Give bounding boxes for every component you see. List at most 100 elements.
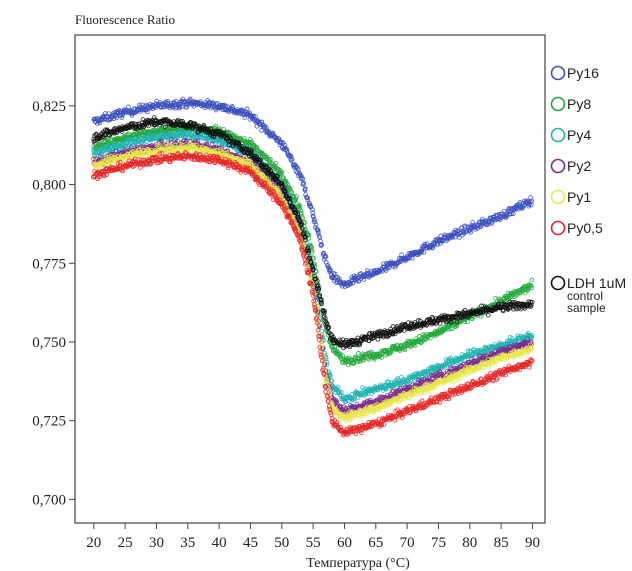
data-point xyxy=(378,423,384,428)
data-point xyxy=(241,136,247,141)
series-0 xyxy=(91,96,535,289)
data-point xyxy=(528,340,534,345)
data-point xyxy=(456,376,462,382)
data-point xyxy=(409,255,415,261)
data-point xyxy=(316,231,321,237)
data-point xyxy=(259,128,264,133)
data-point xyxy=(120,168,126,174)
data-point xyxy=(462,224,468,230)
data-point xyxy=(126,104,131,110)
data-point xyxy=(291,215,297,220)
data-point xyxy=(361,277,367,282)
data-point xyxy=(91,139,97,144)
data-point xyxy=(457,235,462,240)
data-point xyxy=(323,385,328,390)
data-point xyxy=(310,207,315,213)
data-point xyxy=(529,285,535,291)
data-point xyxy=(381,422,387,427)
data-point xyxy=(145,147,151,153)
data-point xyxy=(321,372,327,377)
data-point xyxy=(273,160,279,166)
data-point xyxy=(317,344,323,350)
data-point xyxy=(337,389,342,395)
data-point xyxy=(494,375,500,381)
data-point xyxy=(316,233,322,239)
data-point xyxy=(460,369,466,375)
data-point xyxy=(359,430,364,436)
data-point xyxy=(302,261,308,267)
data-point xyxy=(165,98,171,104)
data-point xyxy=(394,414,399,419)
data-point xyxy=(270,188,276,194)
data-point xyxy=(325,398,331,404)
data-point xyxy=(204,104,210,109)
data-point xyxy=(253,114,258,119)
data-point xyxy=(301,181,306,187)
data-point xyxy=(399,252,404,258)
data-point xyxy=(289,219,295,224)
data-point xyxy=(113,148,119,154)
data-point xyxy=(289,156,295,162)
data-point xyxy=(327,407,333,413)
data-point xyxy=(468,229,474,235)
data-point xyxy=(445,327,451,332)
data-point xyxy=(446,396,452,402)
data-point xyxy=(514,366,520,372)
data-point xyxy=(334,399,340,405)
data-point xyxy=(323,254,329,259)
data-point xyxy=(388,350,394,355)
data-point xyxy=(510,211,516,217)
data-point xyxy=(349,392,355,397)
data-point xyxy=(195,138,201,144)
data-point xyxy=(518,353,524,359)
data-point xyxy=(450,379,456,385)
data-point xyxy=(328,267,333,273)
data-point xyxy=(310,293,316,298)
data-point xyxy=(314,320,320,326)
data-point xyxy=(310,210,316,215)
data-point xyxy=(288,188,293,194)
data-point xyxy=(308,280,314,286)
data-point xyxy=(300,176,306,182)
data-point xyxy=(324,377,329,383)
data-point xyxy=(311,217,317,222)
data-point xyxy=(529,198,535,204)
series-5 xyxy=(91,150,535,438)
data-point xyxy=(287,213,292,219)
data-point xyxy=(527,361,533,367)
data-point xyxy=(266,186,272,192)
data-point xyxy=(297,235,302,241)
data-point xyxy=(528,202,534,208)
data-point xyxy=(498,217,503,223)
data-point xyxy=(258,122,264,127)
data-point xyxy=(323,389,329,395)
data-point xyxy=(421,249,427,255)
data-point xyxy=(309,290,315,295)
data-point xyxy=(158,138,164,144)
data-point xyxy=(360,411,365,416)
data-point xyxy=(529,358,535,364)
data-point xyxy=(447,326,453,331)
data-point xyxy=(268,157,273,162)
data-point xyxy=(337,427,342,433)
data-point xyxy=(306,269,311,275)
data-point xyxy=(320,368,325,373)
data-point xyxy=(213,107,219,113)
data-point xyxy=(97,174,103,180)
series-6 xyxy=(91,115,535,351)
data-point xyxy=(322,255,328,260)
data-point xyxy=(353,431,359,437)
data-point xyxy=(315,327,321,333)
data-point xyxy=(358,392,364,398)
data-point xyxy=(297,238,303,244)
data-point xyxy=(299,247,305,253)
data-point xyxy=(181,132,187,137)
data-point xyxy=(405,381,411,387)
data-point xyxy=(294,194,299,199)
data-point xyxy=(529,277,535,283)
data-point xyxy=(252,172,257,178)
data-point xyxy=(503,372,508,378)
data-point xyxy=(278,170,284,176)
data-point xyxy=(324,393,330,399)
data-point xyxy=(470,352,476,357)
